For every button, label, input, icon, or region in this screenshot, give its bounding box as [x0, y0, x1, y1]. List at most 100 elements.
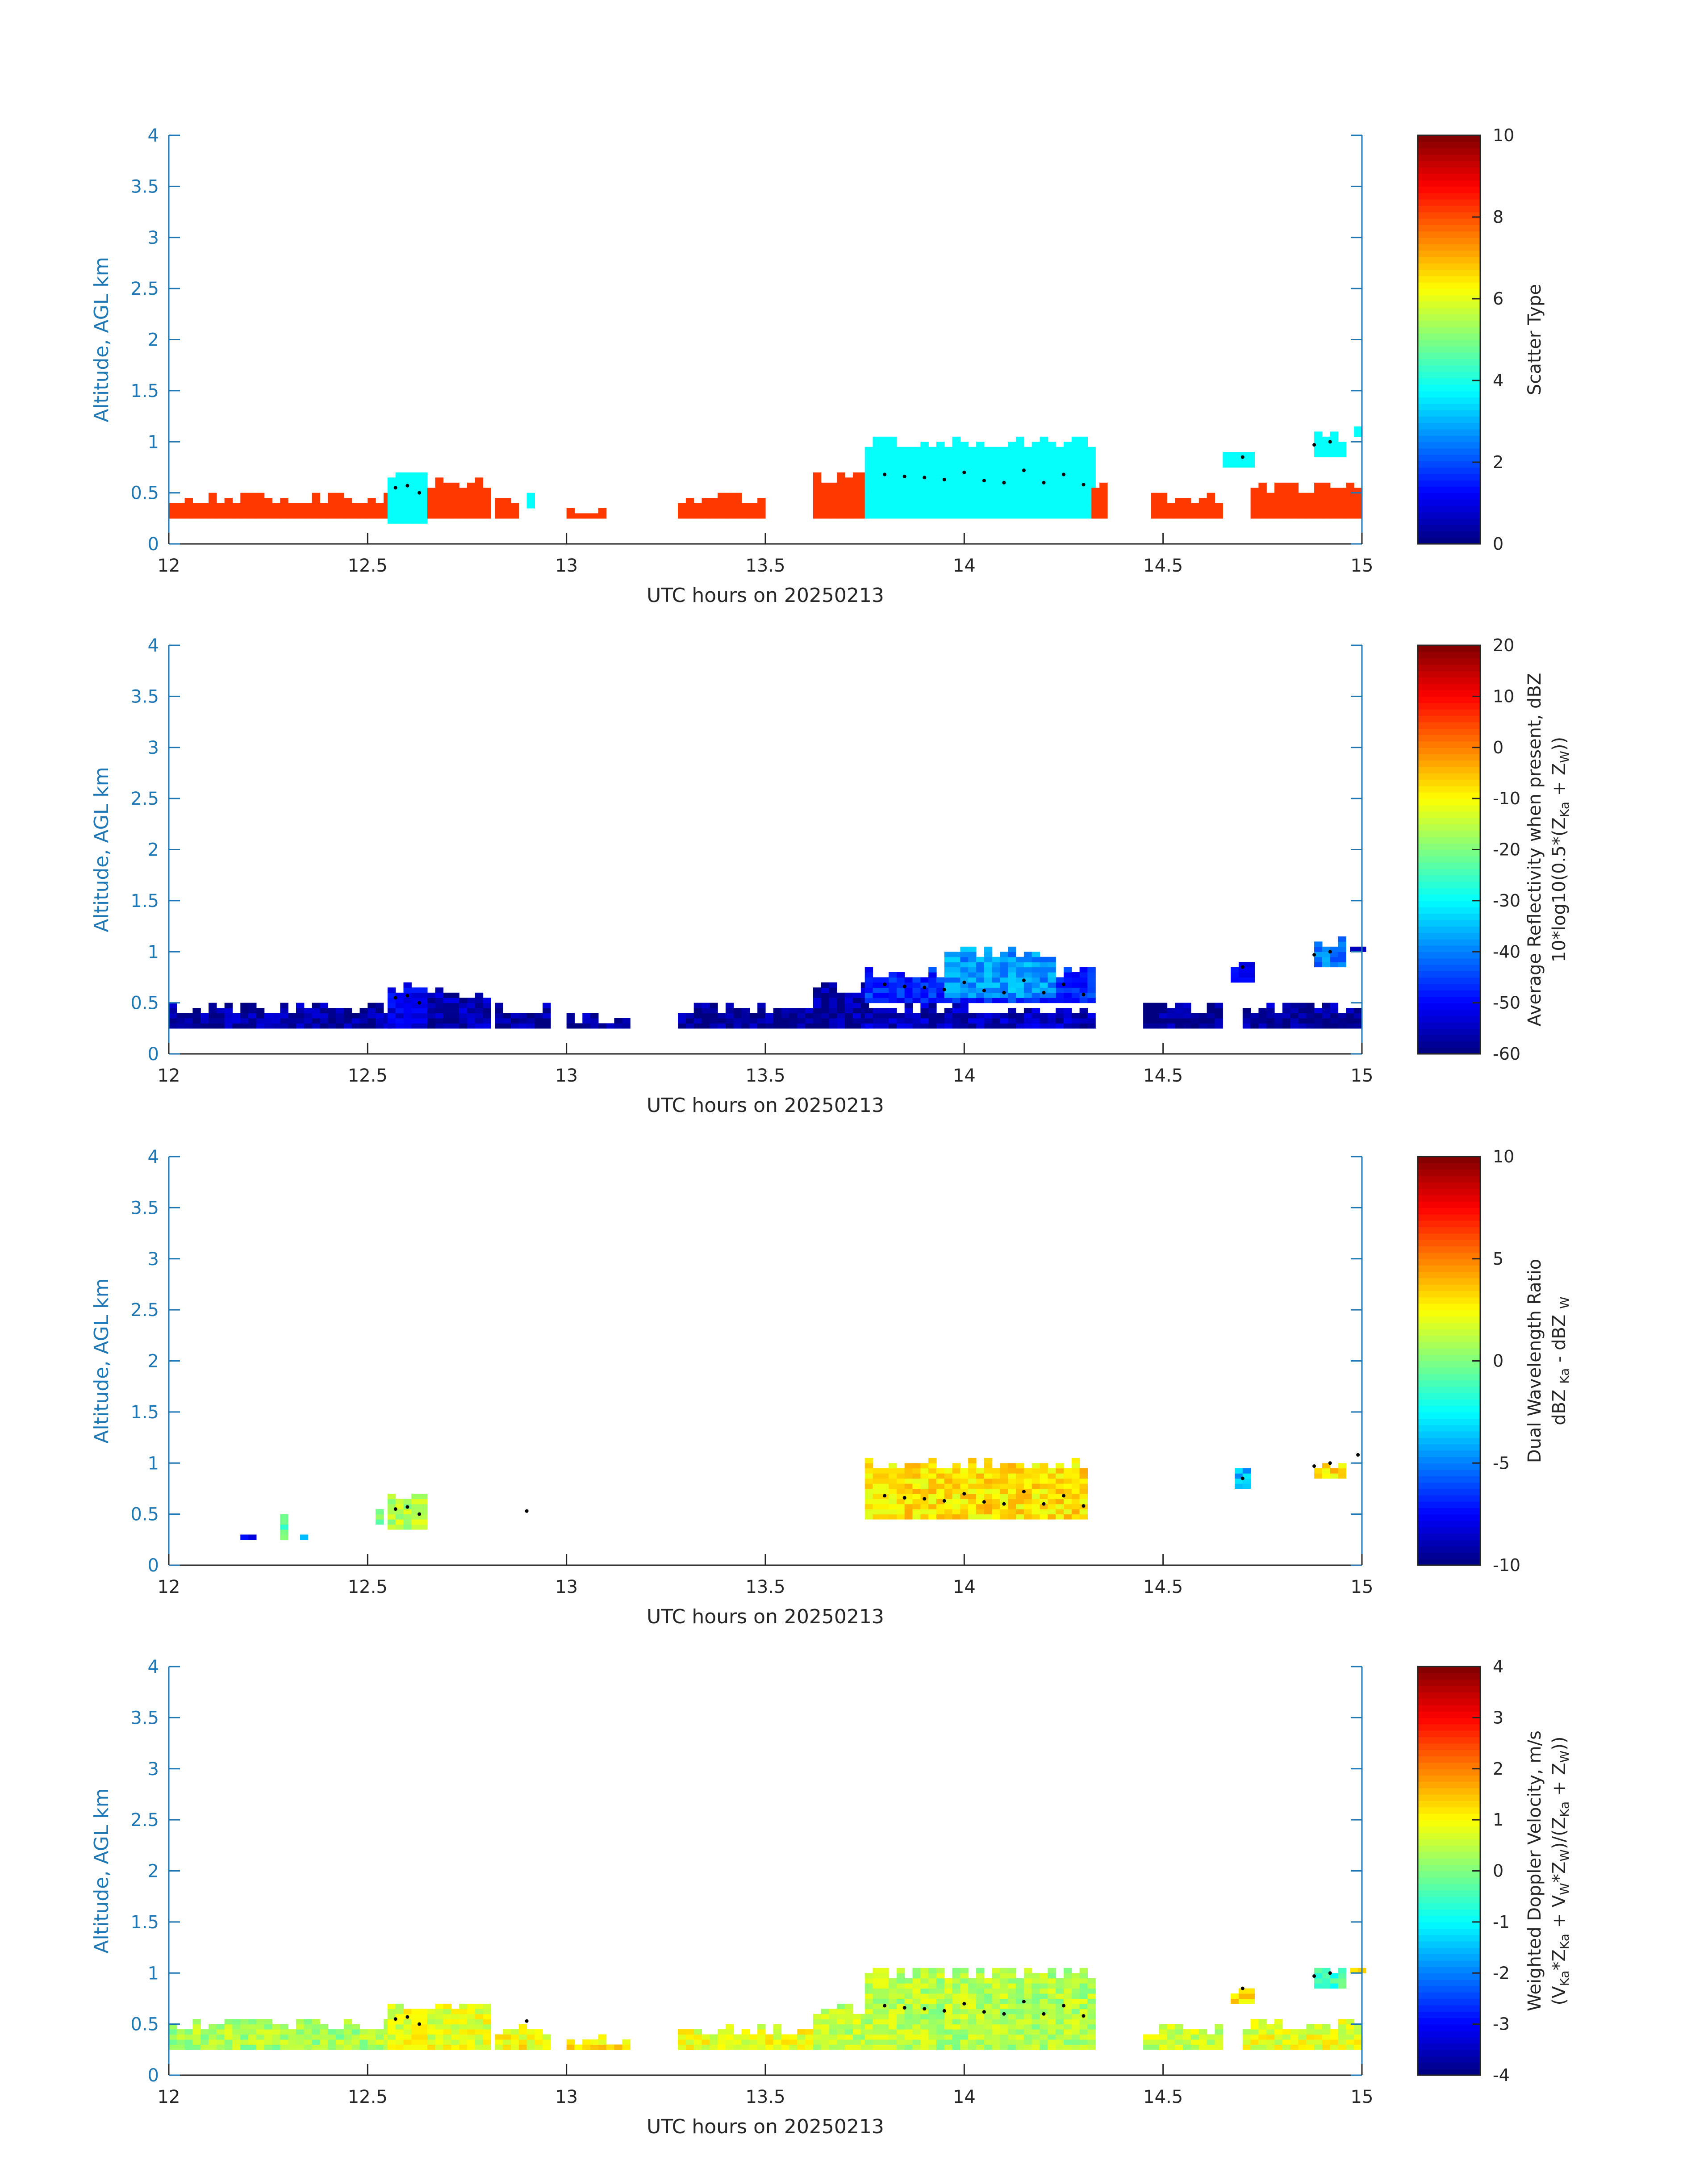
colorbar-segment	[1418, 849, 1480, 857]
heatmap-cell	[467, 2039, 476, 2045]
heatmap-cell	[749, 1023, 758, 1029]
heatmap-cell	[1008, 513, 1016, 519]
colorbar-segment	[1418, 282, 1480, 289]
heatmap-cell	[678, 1018, 686, 1024]
heatmap-cell	[821, 493, 830, 498]
heatmap-cell	[960, 1488, 969, 1494]
heatmap-cell	[359, 2044, 368, 2050]
heatmap-cell	[427, 1018, 436, 1024]
colorbar-segment	[1418, 1673, 1480, 1680]
heatmap-cell	[896, 1993, 905, 1999]
heatmap-cell	[1023, 1978, 1032, 1984]
cloud-base-point	[405, 484, 409, 488]
heatmap-cell	[678, 1013, 686, 1019]
colorbar-segment	[1418, 1922, 1480, 1929]
heatmap-cell	[395, 2019, 404, 2025]
heatmap-cell	[387, 488, 396, 493]
heatmap-cell	[952, 998, 960, 1003]
heatmap-cell	[1023, 2029, 1032, 2035]
heatmap-cell	[1183, 1018, 1191, 1024]
heatmap-cell	[773, 1008, 782, 1014]
heatmap-cell	[1040, 982, 1048, 988]
heatmap-cell	[566, 2044, 575, 2050]
heatmap-cell	[741, 2044, 750, 2050]
heatmap-cell	[511, 513, 519, 519]
heatmap-cell	[968, 1988, 977, 1994]
heatmap-cell	[511, 2034, 519, 2040]
colorbar-tick-label: 5	[1493, 1249, 1503, 1269]
heatmap-cell	[351, 2039, 360, 2045]
heatmap-cell	[320, 1008, 328, 1014]
heatmap-cell	[467, 1003, 476, 1008]
heatmap-cell	[1087, 2034, 1096, 2040]
heatmap-cell	[912, 1998, 921, 2004]
colorbar-segment	[1418, 1175, 1480, 1183]
heatmap-cell	[1242, 2029, 1251, 2035]
colorbar-segment	[1418, 326, 1480, 334]
heatmap-cell	[960, 2039, 969, 2045]
heatmap-cell	[1040, 1499, 1048, 1504]
heatmap-cell	[984, 493, 993, 498]
heatmap-cell	[928, 488, 937, 493]
heatmap-cell	[1040, 957, 1048, 962]
heatmap-cell	[968, 2029, 977, 2035]
heatmap-cell	[419, 1524, 428, 1530]
heatmap-cell	[1250, 2019, 1259, 2025]
heatmap-cell	[395, 493, 404, 498]
heatmap-cell	[296, 2019, 305, 2025]
heatmap-cell	[376, 2034, 384, 2040]
heatmap-cell	[1056, 1473, 1064, 1479]
heatmap-cell	[367, 513, 376, 519]
heatmap-cell	[427, 1008, 436, 1014]
heatmap-cell	[1087, 1023, 1096, 1029]
heatmap-cell	[725, 2034, 734, 2040]
heatmap-cell	[1346, 488, 1354, 493]
heatmap-cell	[710, 1003, 718, 1008]
heatmap-cell	[1016, 962, 1024, 968]
heatmap-cell	[1016, 1023, 1024, 1029]
heatmap-cell	[1314, 941, 1323, 947]
heatmap-cell	[387, 2014, 396, 2019]
heatmap-cell	[936, 1468, 945, 1474]
heatmap-cell	[976, 967, 985, 973]
heatmap-cell	[1079, 1493, 1088, 1499]
heatmap-cell	[976, 1978, 985, 1984]
heatmap-cell	[968, 1509, 977, 1515]
heatmap-cell	[912, 982, 921, 988]
heatmap-cell	[535, 2039, 543, 2045]
colorbar-segment	[1418, 2024, 1480, 2031]
heatmap-cell	[590, 1018, 599, 1024]
heatmap-cell	[896, 1988, 905, 1994]
heatmap-cell	[403, 982, 412, 988]
heatmap-cell	[952, 1509, 960, 1515]
colorbar-segment	[1418, 824, 1480, 831]
cloud-base-point	[1082, 2014, 1086, 2018]
heatmap-cell	[1330, 431, 1339, 437]
heatmap-cell	[960, 998, 969, 1003]
heatmap-cell	[889, 2024, 897, 2030]
heatmap-cell	[852, 1018, 861, 1024]
heatmap-cell	[1079, 503, 1088, 509]
colorbar-segment	[1418, 1807, 1480, 1814]
heatmap-cell	[1016, 957, 1024, 962]
heatmap-cell	[1306, 493, 1315, 498]
heatmap-cell	[1056, 987, 1064, 993]
cloud-base-point	[1002, 481, 1006, 485]
heatmap-cell	[1322, 1468, 1331, 1474]
heatmap-cell	[845, 2034, 853, 2040]
heatmap-cell	[475, 2019, 484, 2025]
heatmap-cell	[725, 1003, 734, 1008]
heatmap-cell	[320, 1013, 328, 1019]
heatmap-cell	[387, 992, 396, 998]
heatmap-cell	[837, 2029, 845, 2035]
heatmap-cell	[1040, 1488, 1048, 1494]
heatmap-cell	[1064, 1499, 1072, 1504]
heatmap-cell	[829, 2019, 837, 2025]
heatmap-cell	[837, 998, 845, 1003]
heatmap-cell	[710, 1023, 718, 1029]
heatmap-cell	[411, 2024, 420, 2030]
heatmap-cell	[889, 1468, 897, 1474]
heatmap-cell	[702, 2039, 710, 2045]
heatmap-cell	[1314, 1978, 1323, 1984]
heatmap-cell	[1023, 513, 1032, 519]
